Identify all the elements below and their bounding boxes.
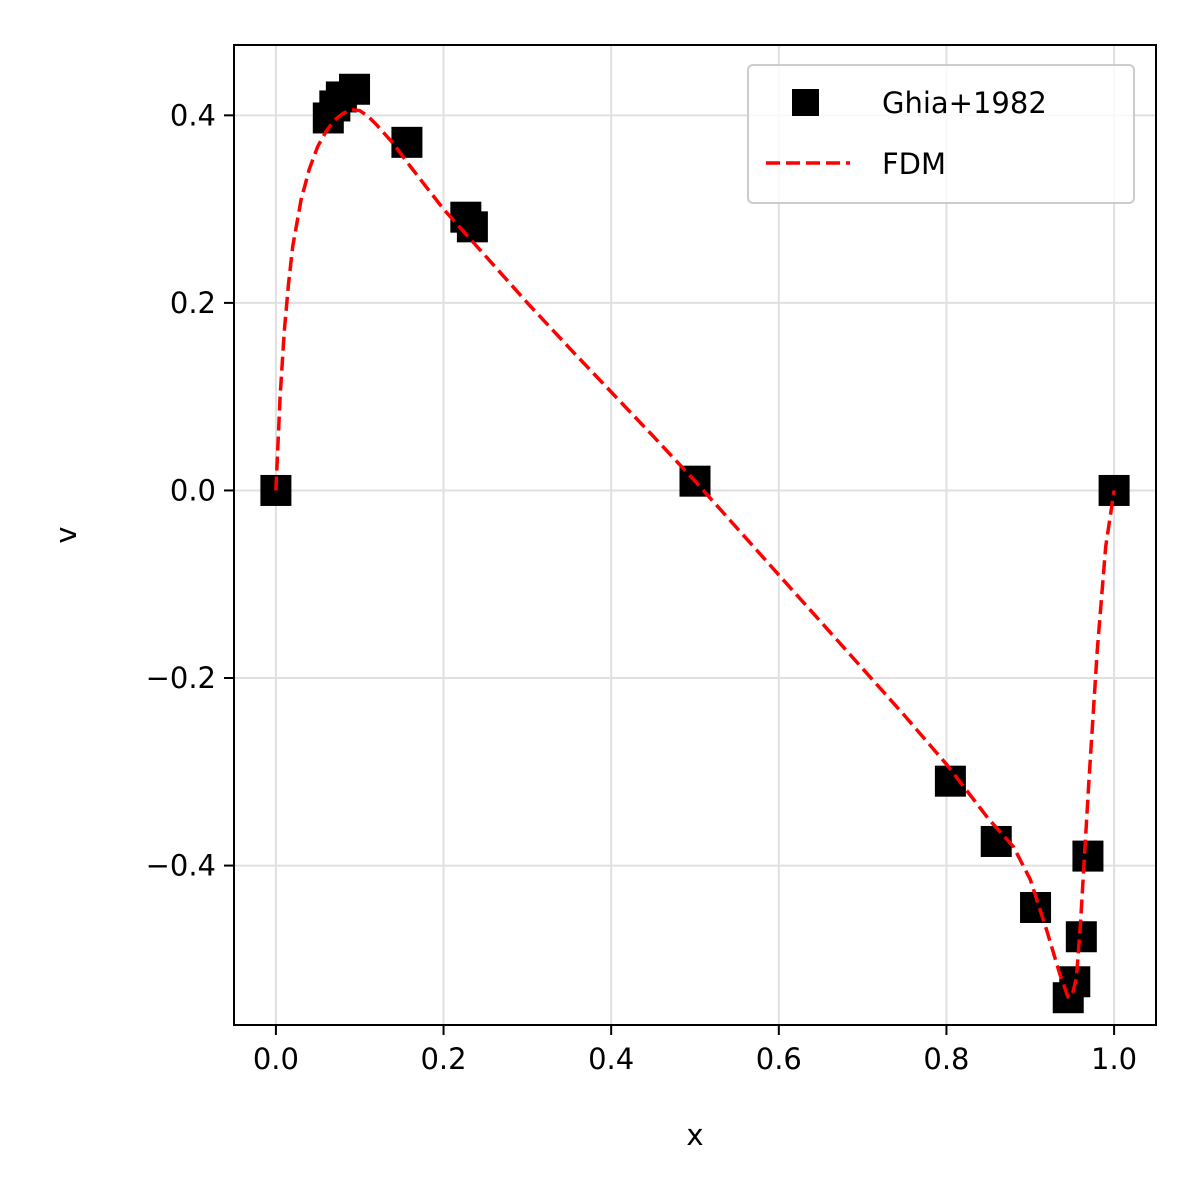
y-tick-label: 0.4 — [170, 98, 216, 132]
fdm-line — [274, 107, 1116, 999]
plot-content — [260, 73, 1130, 1014]
ghia-marker — [1065, 921, 1097, 953]
legend: Ghia+1982 FDM — [747, 64, 1135, 204]
x-tick-label: 0.2 — [420, 1042, 466, 1076]
ghia-marker — [456, 211, 488, 243]
legend-label-fdm: FDM — [882, 147, 946, 181]
ghia-marker — [1098, 474, 1130, 506]
ghia-marker — [339, 73, 371, 105]
x-tick-label: 0.4 — [588, 1042, 634, 1076]
legend-box — [747, 64, 1135, 204]
x-tick-label: 0.6 — [756, 1042, 802, 1076]
y-tick-label: −0.2 — [146, 661, 216, 695]
y-tick-label: 0.0 — [170, 473, 216, 507]
x-tick-label: 1.0 — [1091, 1042, 1137, 1076]
y-axis-label: v — [49, 526, 83, 543]
grid — [234, 45, 1156, 1025]
x-tick-label: 0.0 — [253, 1042, 299, 1076]
x-axis-label: x — [686, 1118, 703, 1152]
ghia-marker — [1072, 840, 1104, 872]
ticks: 0.0 0.2 0.4 0.6 0.8 1.0 0.4 0.2 0.0 −0.2 −0.4 — [146, 98, 1138, 1076]
legend-marker-ghia — [792, 89, 819, 116]
axes-frame — [233, 44, 1157, 1026]
legend-label-ghia: Ghia+1982 — [882, 86, 1047, 120]
ghia-marker — [391, 126, 423, 158]
y-tick-label: −0.4 — [146, 849, 216, 883]
x-tick-label: 0.8 — [923, 1042, 969, 1076]
y-tick-label: 0.2 — [170, 286, 216, 320]
